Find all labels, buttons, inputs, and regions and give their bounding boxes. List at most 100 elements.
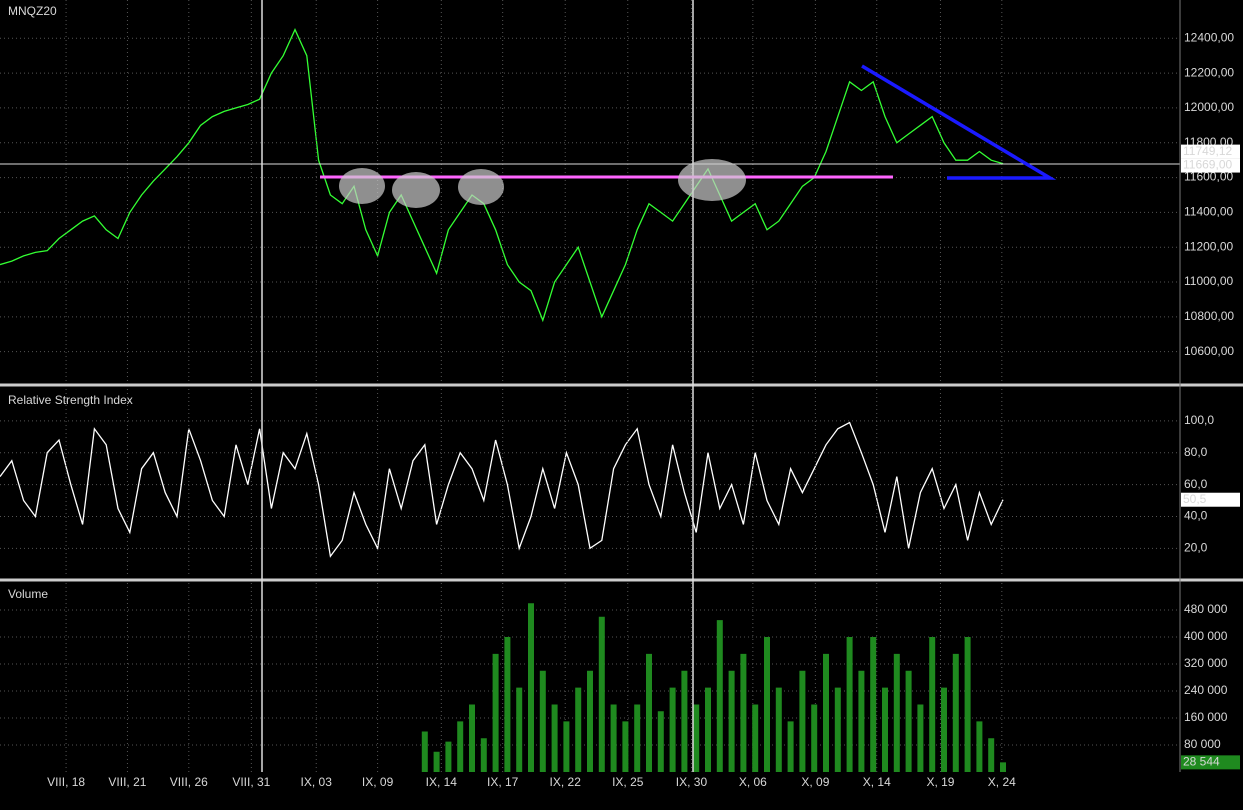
y-tick-label: 100,0: [1184, 413, 1214, 427]
y-tick-label: 160 000: [1184, 710, 1228, 724]
x-tick-label: IX, 09: [362, 775, 394, 789]
volume-bar: [575, 687, 582, 772]
x-tick-label: IX, 22: [550, 775, 582, 789]
volume-bar: [728, 670, 735, 772]
volume-bar: [882, 687, 888, 772]
y-tick-label: 12200,00: [1184, 65, 1234, 79]
volume-bar: [917, 704, 924, 772]
volume-bar: [622, 721, 629, 772]
y-tick-label: 400 000: [1184, 629, 1228, 643]
volume-bar: [669, 687, 676, 772]
y-tick-label: 60,0: [1184, 477, 1208, 491]
x-tick-label: X, 06: [739, 775, 767, 789]
volume-bar: [799, 670, 806, 772]
x-tick-label: IX, 03: [301, 775, 333, 789]
price-line: [0, 28, 1004, 323]
x-tick-label: VIII, 21: [108, 775, 146, 789]
volume-bar: [976, 721, 983, 772]
volume-bar: [716, 620, 723, 772]
x-tick-label: VIII, 18: [47, 775, 85, 789]
x-tick-label: X, 24: [988, 775, 1016, 789]
volume-bar: [941, 687, 947, 772]
volume-bar: [870, 637, 877, 772]
x-tick-label: X, 09: [801, 775, 829, 789]
volume-bar: [634, 704, 641, 772]
x-tick-label: VIII, 26: [170, 775, 208, 789]
highlight: [392, 172, 440, 208]
y-tick-label: 10600,00: [1184, 344, 1234, 358]
volume-bar: [811, 704, 818, 772]
volume-bar: [834, 687, 841, 772]
volume-bar: [764, 637, 770, 772]
panel-title: Relative Strength Index: [8, 393, 133, 407]
volume-bar: [657, 711, 664, 772]
last-value-label: 11669,00: [1183, 158, 1232, 172]
layers: MNQZ20 10600,00 10800,00 11000,00 11200,00 11…: [0, 0, 1234, 789]
volume-bar: [421, 731, 428, 772]
volume-bar: [1000, 762, 1006, 772]
volume-bar: [846, 637, 853, 772]
volume-bar: [740, 653, 747, 772]
volume-bar: [457, 721, 464, 772]
last-value-box: [1181, 158, 1240, 173]
highlight: [339, 168, 385, 204]
volume-bar: [775, 687, 782, 772]
x-tick-label: IX, 25: [612, 775, 644, 789]
volume-bar: [504, 637, 511, 772]
volume-bar: [858, 670, 865, 772]
y-tick-label: 40,0: [1184, 509, 1208, 523]
panel-title: MNQZ20: [8, 4, 57, 18]
highlight: [678, 159, 746, 201]
x-tick-label: IX, 17: [487, 775, 519, 789]
y-tick-label: 10800,00: [1184, 309, 1234, 323]
volume-bar: [752, 704, 759, 772]
volume-bar: [492, 653, 499, 772]
volume-bar: [646, 653, 652, 772]
volume-bar: [787, 721, 794, 772]
last-value-label: 50,5: [1183, 492, 1207, 506]
volume-bar: [563, 721, 570, 772]
volume-bar: [905, 670, 912, 772]
volume-bar: [551, 704, 558, 772]
last-value-box: [1181, 144, 1240, 159]
y-tick-label: 11200,00: [1184, 239, 1233, 253]
volume-bar: [681, 670, 688, 772]
price-line: [0, 421, 1004, 558]
y-tick-label: 11400,00: [1184, 205, 1233, 219]
y-tick-label: 320 000: [1184, 656, 1228, 670]
volume-bar: [539, 670, 546, 772]
y-tick-label: 480 000: [1184, 602, 1228, 616]
x-tick-label: IX, 14: [426, 775, 458, 789]
y-tick-label: 80,0: [1184, 445, 1208, 459]
highlight: [458, 169, 504, 205]
volume-bar: [929, 637, 936, 772]
volume-bar: [480, 738, 487, 772]
x-tick-label: IX, 30: [676, 775, 708, 789]
y-tick-label: 12000,00: [1184, 100, 1234, 114]
x-tick-label: X, 19: [926, 775, 954, 789]
volume-bar: [823, 653, 829, 772]
x-tick-label: VIII, 31: [232, 775, 270, 789]
last-value-label: 28 544: [1183, 755, 1220, 769]
triangle-pattern: [861, 64, 1057, 180]
y-tick-label: 12400,00: [1184, 30, 1234, 44]
x-tick-label: X, 14: [863, 775, 891, 789]
volume-bar: [988, 738, 995, 772]
y-tick-label: 240 000: [1184, 683, 1228, 697]
volume-bar: [445, 741, 452, 772]
volume-bar: [598, 616, 605, 772]
y-tick-label: 11600,00: [1184, 170, 1233, 184]
volume-bar: [693, 704, 700, 772]
volume-bar: [433, 751, 440, 772]
volume-bar: [610, 704, 617, 772]
last-value-box: [1181, 492, 1240, 507]
y-tick-label: 11000,00: [1184, 274, 1233, 288]
volume-bar: [952, 653, 959, 772]
volume-bar: [587, 670, 593, 772]
last-value-label: 11749,12: [1183, 144, 1232, 158]
last-value-box: [1181, 755, 1240, 770]
volume-bar: [516, 687, 523, 772]
